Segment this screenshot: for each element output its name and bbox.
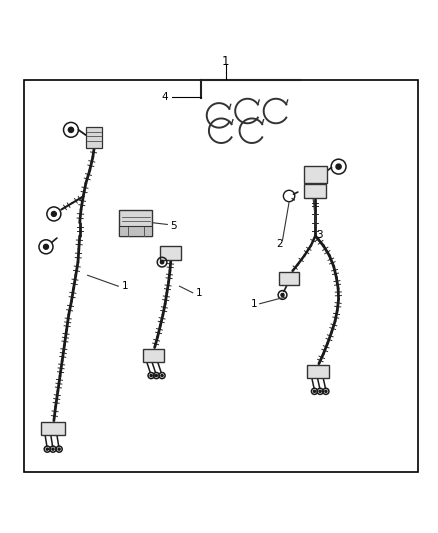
Text: 2: 2 — [276, 239, 283, 249]
Bar — [307, 365, 328, 378]
Circle shape — [160, 261, 164, 264]
Text: 5: 5 — [170, 221, 177, 231]
Bar — [279, 272, 299, 285]
Circle shape — [68, 127, 74, 132]
Bar — [143, 349, 164, 362]
Bar — [119, 209, 152, 236]
Circle shape — [46, 448, 48, 450]
Bar — [304, 166, 327, 183]
Circle shape — [319, 390, 321, 392]
Text: 4: 4 — [161, 92, 168, 102]
Circle shape — [43, 244, 49, 249]
Text: 1: 1 — [121, 281, 128, 291]
Bar — [86, 127, 102, 148]
Text: 1: 1 — [251, 298, 258, 309]
Bar — [24, 80, 418, 472]
Bar — [304, 184, 326, 198]
Circle shape — [52, 448, 54, 450]
Circle shape — [51, 212, 57, 216]
Circle shape — [161, 375, 163, 377]
Text: 1: 1 — [196, 288, 203, 298]
Circle shape — [150, 375, 152, 377]
Circle shape — [155, 375, 157, 377]
Text: 1: 1 — [222, 55, 230, 68]
Circle shape — [325, 390, 327, 392]
Circle shape — [314, 390, 315, 392]
Bar — [119, 226, 152, 236]
Bar — [160, 246, 181, 260]
Bar — [40, 422, 64, 435]
Circle shape — [58, 448, 60, 450]
Text: 3: 3 — [316, 230, 323, 240]
Circle shape — [336, 164, 341, 169]
Circle shape — [281, 294, 284, 296]
